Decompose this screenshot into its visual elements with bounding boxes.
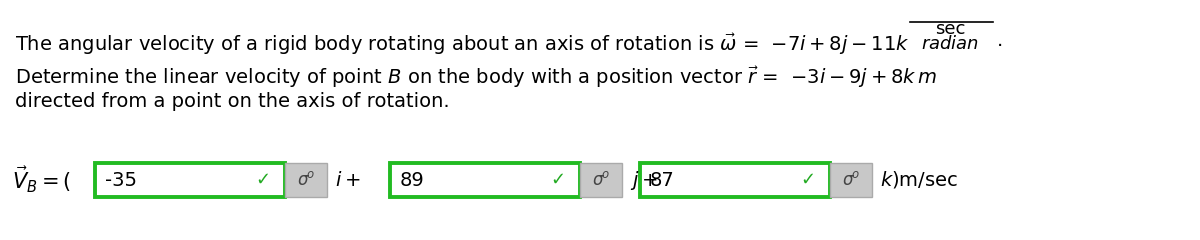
FancyBboxPatch shape: [830, 163, 872, 197]
Text: $\sigma^{\!o}$: $\sigma^{\!o}$: [592, 171, 610, 189]
Text: The angular velocity of a rigid body rotating about an axis of rotation is $\vec: The angular velocity of a rigid body rot…: [14, 32, 910, 57]
Text: ✓: ✓: [256, 171, 270, 189]
Text: directed from a point on the axis of rotation.: directed from a point on the axis of rot…: [14, 92, 450, 111]
Text: $\vec{V}_B = ($: $\vec{V}_B = ($: [12, 165, 71, 195]
Text: 89: 89: [400, 170, 425, 190]
FancyBboxPatch shape: [286, 163, 326, 197]
FancyBboxPatch shape: [640, 163, 830, 197]
FancyBboxPatch shape: [580, 163, 622, 197]
Text: sec: sec: [935, 20, 965, 38]
Text: $i +$: $i +$: [335, 170, 360, 190]
FancyBboxPatch shape: [95, 163, 286, 197]
Text: $radian$: $radian$: [920, 35, 979, 53]
Text: $\sigma^{\!o}$: $\sigma^{\!o}$: [842, 171, 860, 189]
FancyBboxPatch shape: [390, 163, 580, 197]
Text: 87: 87: [650, 170, 674, 190]
Text: $k)$m/sec: $k)$m/sec: [880, 169, 958, 191]
Text: $j +$: $j +$: [630, 168, 658, 192]
Text: $\sigma^{\!o}$: $\sigma^{\!o}$: [296, 171, 316, 189]
Text: ✓: ✓: [551, 171, 565, 189]
Text: -35: -35: [106, 170, 137, 190]
Text: .: .: [997, 31, 1003, 50]
Text: Determine the linear velocity of point $B$ on the body with a position vector $\: Determine the linear velocity of point $…: [14, 65, 937, 90]
Text: ✓: ✓: [800, 171, 816, 189]
